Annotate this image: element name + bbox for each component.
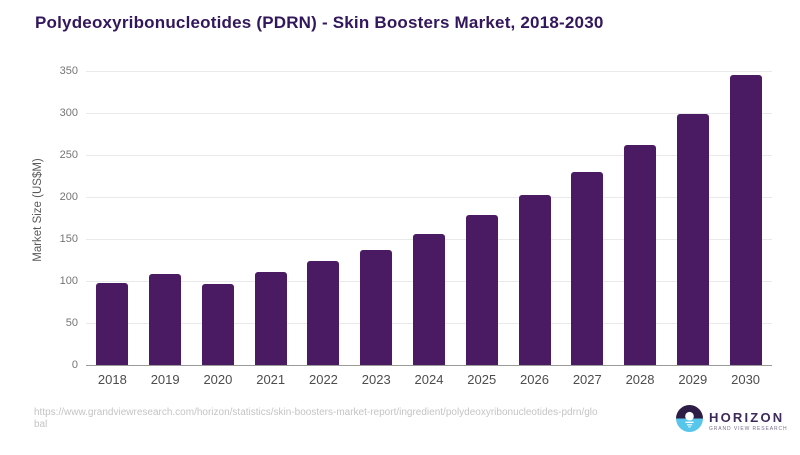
horizon-logo-name: HORIZON xyxy=(709,409,785,425)
horizon-sun-icon xyxy=(676,405,703,437)
horizon-logo: HORIZON GRAND VIEW RESEARCH xyxy=(676,405,788,437)
bar-2028 xyxy=(624,144,657,365)
x-tick-label: 2030 xyxy=(731,372,761,387)
x-tick-label: 2022 xyxy=(308,372,338,387)
bar-slot xyxy=(139,274,192,365)
y-tick-label: 250 xyxy=(59,149,78,161)
x-tick-label: 2019 xyxy=(150,372,180,387)
bar-slot xyxy=(561,171,614,365)
y-tick-label: 200 xyxy=(59,191,78,203)
bar-2026 xyxy=(518,195,551,365)
bar-slot xyxy=(403,233,456,365)
y-tick-label: 0 xyxy=(71,359,78,371)
bar-slot xyxy=(297,260,350,365)
y-axis-labels: 0 50 100 150 200 250 300 350 xyxy=(16,65,78,371)
gridline xyxy=(86,71,772,72)
x-tick-label: 2028 xyxy=(625,372,655,387)
bars-row xyxy=(86,71,772,365)
bar-2019 xyxy=(149,274,182,365)
bar-2020 xyxy=(201,283,234,365)
x-tick-label: 2023 xyxy=(361,372,391,387)
bar-2018 xyxy=(96,282,129,365)
bar-slot xyxy=(719,75,772,365)
y-tick-label: 50 xyxy=(65,317,78,329)
y-tick-label: 350 xyxy=(59,65,78,77)
bar-slot xyxy=(666,113,719,365)
bar-slot xyxy=(614,144,667,365)
bar-2021 xyxy=(254,271,287,365)
x-tick-label: 2020 xyxy=(203,372,233,387)
horizon-logo-subtitle: GRAND VIEW RESEARCH xyxy=(709,425,788,432)
bar-slot xyxy=(192,283,245,365)
x-tick-label: 2018 xyxy=(97,372,127,387)
source-url-line-2: bal xyxy=(34,419,48,430)
plot-area xyxy=(86,71,772,366)
bar-slot xyxy=(508,195,561,365)
bar-slot xyxy=(455,215,508,365)
y-tick-label: 150 xyxy=(59,233,78,245)
y-axis-title: Market Size (US$M) xyxy=(32,158,44,262)
gridline xyxy=(86,155,772,156)
y-tick-label: 100 xyxy=(59,275,78,287)
bar-2024 xyxy=(412,233,445,365)
source-url-line-1: https://www.grandviewresearch.com/horizo… xyxy=(34,407,598,418)
x-tick-label: 2025 xyxy=(467,372,497,387)
source-url: https://www.grandviewresearch.com/horizo… xyxy=(34,407,644,431)
x-tick-label: 2027 xyxy=(572,372,602,387)
x-tick-label: 2024 xyxy=(414,372,444,387)
x-tick-label: 2029 xyxy=(678,372,708,387)
y-tick-label: 300 xyxy=(59,107,78,119)
bar-slot xyxy=(86,282,139,365)
bar-2027 xyxy=(571,171,604,365)
bar-2030 xyxy=(729,75,762,365)
bar-2029 xyxy=(676,113,709,365)
gridline xyxy=(86,197,772,198)
x-tick-label: 2026 xyxy=(520,372,549,387)
bar-slot xyxy=(244,271,297,365)
gridline xyxy=(86,113,772,114)
bar-2023 xyxy=(360,249,393,365)
x-tick-label: 2021 xyxy=(256,372,286,387)
bar-2025 xyxy=(465,215,498,365)
horizon-logo-text: HORIZON GRAND VIEW RESEARCH xyxy=(709,411,788,432)
bar-2022 xyxy=(307,260,340,365)
bar-slot xyxy=(350,249,403,365)
page-title: Polydeoxyribonucleotides (PDRN) - Skin B… xyxy=(35,13,604,32)
x-axis-labels: 2018 2019 2020 2021 2022 2023 2024 2025 2026 2027… xyxy=(86,372,772,387)
